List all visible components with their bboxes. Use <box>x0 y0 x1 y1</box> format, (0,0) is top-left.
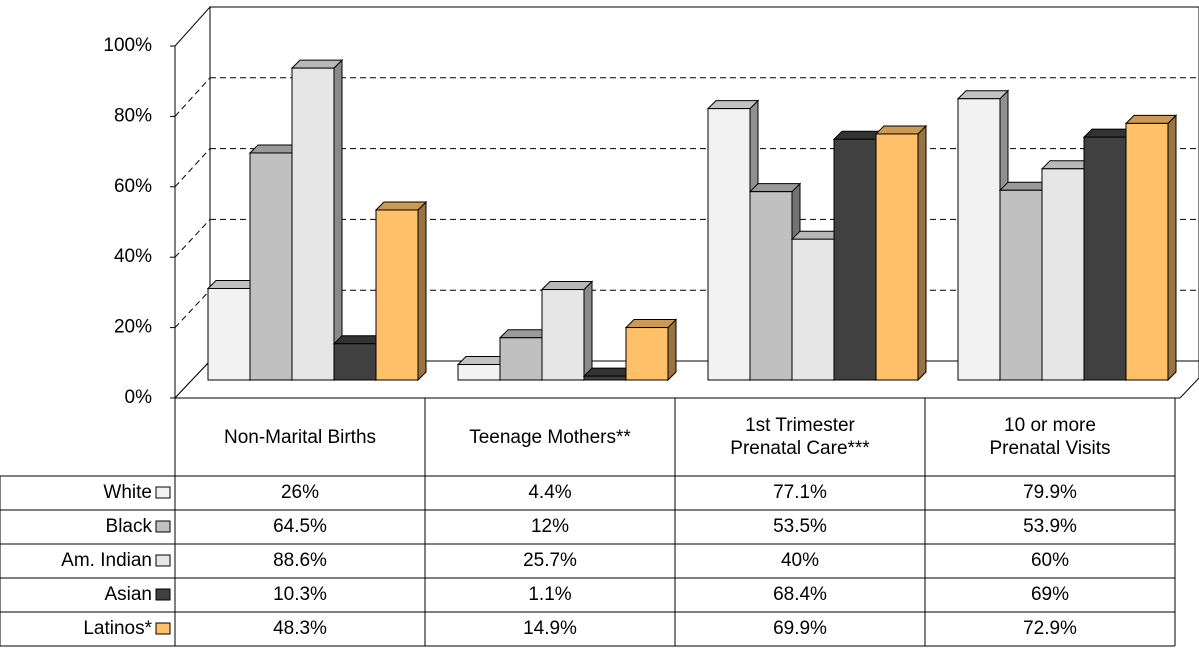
legend-swatch <box>155 520 171 533</box>
bar <box>375 209 419 381</box>
bar <box>207 287 251 381</box>
table-value: 88.6% <box>273 550 327 571</box>
bar-top <box>624 319 678 329</box>
y-tick-label: 80% <box>114 105 152 126</box>
bar-top <box>540 281 594 291</box>
bar <box>875 133 919 381</box>
grid-line <box>174 77 211 117</box>
bar <box>291 67 335 381</box>
table-value: 53.9% <box>1023 516 1077 537</box>
table-value: 40% <box>781 550 819 571</box>
bar-top <box>1124 114 1178 124</box>
bar <box>541 289 585 381</box>
legend-swatch <box>155 486 171 499</box>
bar-top <box>290 59 344 69</box>
y-tick-label: 60% <box>114 176 152 197</box>
bar <box>1125 122 1169 381</box>
legend-swatch <box>155 588 171 601</box>
table-value: 64.5% <box>273 516 327 537</box>
table-value: 12% <box>531 516 569 537</box>
bar <box>457 364 501 381</box>
bar-side <box>917 124 927 382</box>
bar <box>999 189 1043 381</box>
y-tick-label: 0% <box>125 387 153 408</box>
category-label: 10 or more Prenatal Visits <box>989 415 1111 459</box>
bar <box>707 108 751 381</box>
bar-top <box>748 183 802 193</box>
y-tick-label: 40% <box>114 246 152 267</box>
grid-line <box>174 219 211 258</box>
legend-label: White <box>103 482 152 503</box>
bar <box>583 375 627 381</box>
bar <box>625 327 669 381</box>
bar-side <box>333 58 343 382</box>
bar <box>957 98 1001 381</box>
table-value: 48.3% <box>273 618 327 639</box>
bar <box>791 238 835 381</box>
y-tick-label: 20% <box>114 317 152 338</box>
bar-top <box>706 100 760 110</box>
bar-side <box>667 318 677 382</box>
table-value: 26% <box>281 482 319 503</box>
grid-line <box>174 148 211 188</box>
table-value: 53.5% <box>773 516 827 537</box>
legend-label: Latinos* <box>83 618 152 639</box>
bar-side <box>1167 114 1177 382</box>
table-value: 60% <box>1031 550 1069 571</box>
category-label: Teenage Mothers** <box>469 426 631 448</box>
category-label: 1st Trimester Prenatal Care*** <box>730 415 870 459</box>
bar-side <box>583 280 593 382</box>
side-wall <box>174 5 211 400</box>
bar <box>1041 168 1085 381</box>
bar-top <box>374 201 428 211</box>
bar <box>499 337 543 381</box>
legend-label: Black <box>106 516 153 537</box>
grid-line <box>174 289 211 328</box>
table-value: 1.1% <box>528 584 571 605</box>
bar <box>1083 136 1127 381</box>
legend-swatch <box>155 554 171 567</box>
table-value: 14.9% <box>523 618 577 639</box>
table-value: 68.4% <box>773 584 827 605</box>
bar <box>249 152 293 381</box>
table-value: 25.7% <box>523 550 577 571</box>
bar-side <box>417 200 427 382</box>
legend-label: Am. Indian <box>61 550 152 571</box>
bar-top <box>874 125 928 135</box>
table-value: 79.9% <box>1023 482 1077 503</box>
legend-label: Asian <box>104 584 152 605</box>
bar <box>749 191 793 381</box>
table-value: 69% <box>1031 584 1069 605</box>
category-label: Non-Marital Births <box>223 426 377 448</box>
table-value: 4.4% <box>528 482 571 503</box>
floor <box>173 360 1199 399</box>
table-value: 72.9% <box>1023 618 1077 639</box>
table-value: 69.9% <box>773 618 827 639</box>
bar <box>833 138 877 381</box>
table-value: 10.3% <box>273 584 327 605</box>
table-value: 77.1% <box>773 482 827 503</box>
bar-top <box>956 90 1010 100</box>
legend-swatch <box>155 622 171 635</box>
bar <box>333 343 377 381</box>
y-tick-label: 100% <box>103 35 152 56</box>
